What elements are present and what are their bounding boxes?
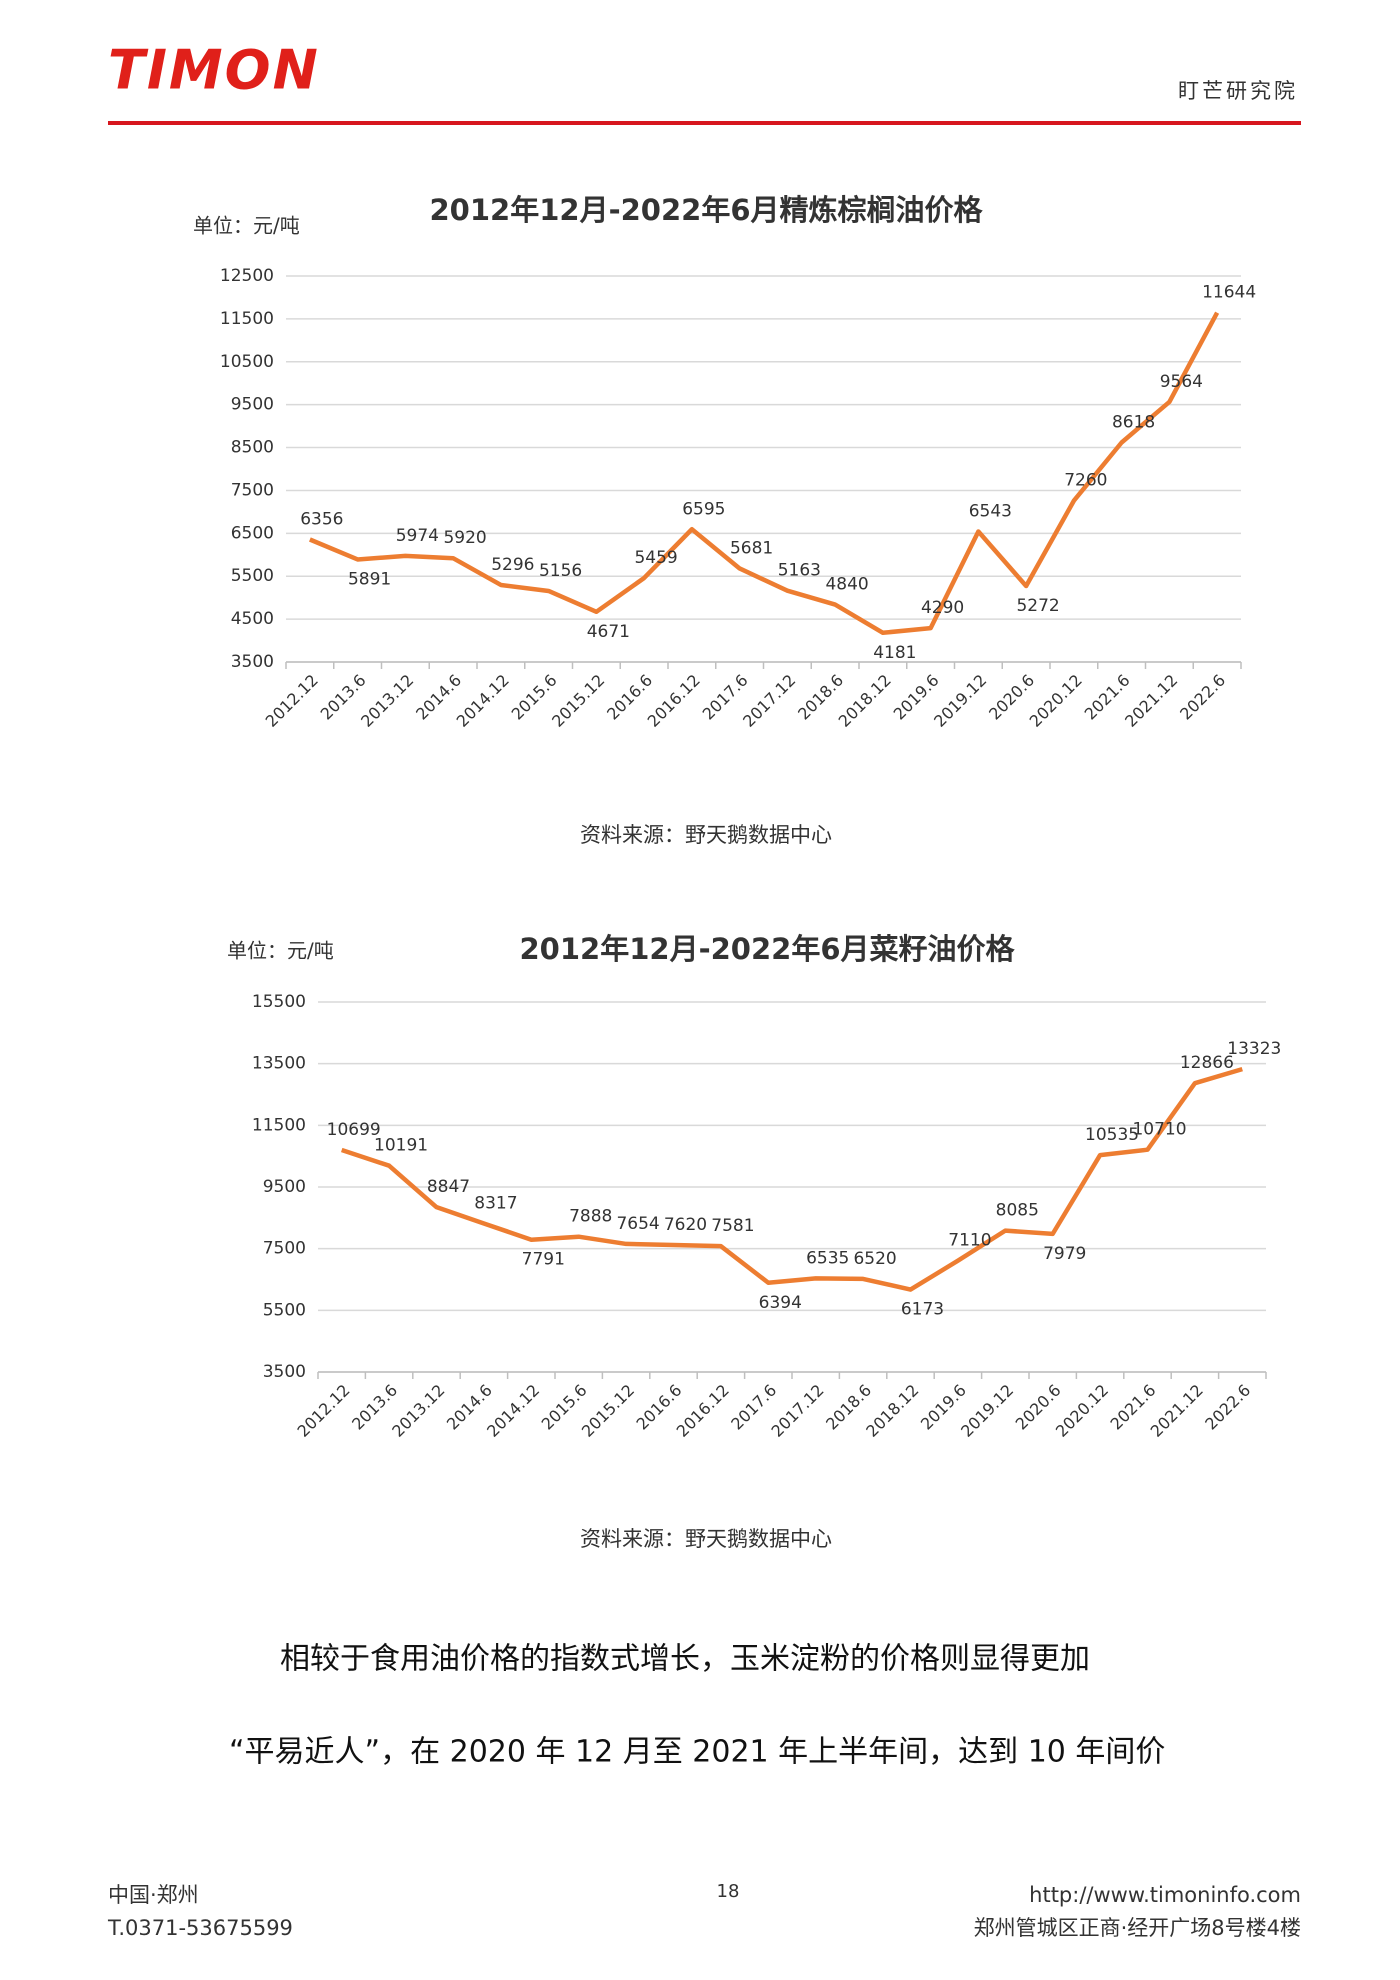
data-label: 5891	[348, 569, 391, 589]
y-tick-label: 11500	[220, 309, 274, 329]
data-label: 7110	[948, 1231, 991, 1251]
data-label: 6356	[300, 510, 343, 530]
data-label: 11644	[1202, 283, 1256, 303]
data-label: 4840	[825, 575, 868, 595]
data-label: 5272	[1016, 596, 1059, 616]
data-label: 10535	[1085, 1125, 1139, 1145]
data-label: 12866	[1180, 1053, 1234, 1073]
data-label: 8847	[427, 1177, 470, 1197]
x-tick-label: 2022.6	[1201, 1381, 1254, 1434]
data-label: 6535	[806, 1248, 849, 1268]
x-tick-label: 2012.12	[293, 1381, 353, 1441]
x-tick-label: 2014.12	[483, 1381, 543, 1441]
x-tick-label: 2016.12	[644, 671, 704, 731]
y-tick-label: 5500	[263, 1300, 306, 1320]
source-note: 资料来源：野天鹅数据中心	[580, 823, 832, 847]
data-label: 5974	[396, 526, 439, 546]
x-tick-label: 2017.12	[767, 1381, 827, 1441]
chart-title: 2012年12月-2022年6月菜籽油价格	[520, 932, 1016, 966]
y-tick-label: 10500	[220, 352, 274, 372]
y-tick-label: 3500	[263, 1362, 306, 1382]
data-label: 4290	[921, 598, 964, 618]
header-rule	[108, 121, 1301, 125]
x-tick-label: 2015.12	[548, 671, 608, 731]
source-note: 资料来源：野天鹅数据中心	[580, 1527, 832, 1551]
footer-address: 郑州管城区正商·经开广场8号楼4楼	[974, 1916, 1301, 1940]
unit-label: 单位：元/吨	[227, 939, 334, 963]
data-label: 13323	[1227, 1039, 1281, 1059]
data-label: 7654	[616, 1214, 659, 1234]
data-label: 6543	[969, 501, 1012, 521]
data-label: 8618	[1112, 412, 1155, 432]
x-tick-label: 2019.12	[930, 671, 990, 731]
x-tick-label: 2016.12	[673, 1381, 733, 1441]
y-tick-label: 6500	[231, 523, 274, 543]
data-label: 6595	[682, 499, 725, 519]
y-tick-label: 5500	[231, 566, 274, 586]
data-label: 6520	[853, 1249, 896, 1269]
y-tick-label: 7500	[231, 480, 274, 500]
y-tick-label: 15500	[252, 992, 306, 1012]
data-label: 7620	[664, 1215, 707, 1235]
unit-label: 单位：元/吨	[193, 214, 300, 238]
data-label: 7979	[1043, 1244, 1086, 1264]
y-tick-label: 7500	[263, 1239, 306, 1259]
x-tick-label: 2015.12	[578, 1381, 638, 1441]
data-label: 6173	[901, 1300, 944, 1320]
footer-city: 中国·郑州	[108, 1883, 199, 1907]
y-tick-label: 3500	[231, 652, 274, 672]
y-tick-label: 4500	[231, 609, 274, 629]
price-line	[340, 1066, 1243, 1292]
footer-url: http://www.timoninfo.com	[1029, 1883, 1301, 1907]
x-tick-label: 2014.12	[453, 671, 513, 731]
x-tick-label: 2012.12	[262, 671, 322, 731]
data-label: 4181	[873, 643, 916, 663]
logo: TIMON	[108, 39, 320, 102]
x-tick-label: 2013.12	[357, 671, 417, 731]
y-tick-label: 12500	[220, 266, 274, 286]
x-tick-label: 2022.6	[1176, 671, 1229, 724]
price-line	[309, 311, 1220, 636]
data-label: 5681	[730, 538, 773, 558]
x-tick-label: 2021.12	[1121, 671, 1181, 731]
data-label: 5163	[778, 561, 821, 581]
data-label: 8317	[474, 1193, 517, 1213]
data-label: 10699	[327, 1120, 381, 1140]
x-tick-label: 2018.12	[835, 671, 895, 731]
y-tick-label: 9500	[231, 395, 274, 415]
x-tick-label: 2021.12	[1147, 1381, 1207, 1441]
institute: 盯芒研究院	[1178, 79, 1298, 103]
data-label: 7581	[711, 1216, 754, 1236]
y-tick-label: 13500	[252, 1054, 306, 1074]
x-tick-label: 2020.12	[1026, 671, 1086, 731]
data-label: 7260	[1064, 471, 1107, 491]
data-label: 7888	[569, 1207, 612, 1227]
data-label: 5156	[539, 561, 582, 581]
data-label: 5296	[491, 555, 534, 575]
data-label: 8085	[996, 1201, 1039, 1221]
data-label: 10710	[1132, 1120, 1186, 1140]
x-tick-label: 2018.12	[862, 1381, 922, 1441]
data-label: 7791	[522, 1250, 565, 1270]
data-label: 6394	[759, 1293, 802, 1313]
data-label: 5920	[443, 528, 486, 548]
x-tick-label: 2013.12	[388, 1381, 448, 1441]
chart-title: 2012年12月-2022年6月精炼棕榈油价格	[430, 193, 984, 227]
x-tick-label: 2017.12	[739, 671, 799, 731]
page-number: 18	[717, 1881, 740, 1902]
footer-phone: T.0371-53675599	[107, 1916, 293, 1940]
data-label: 9564	[1160, 372, 1203, 392]
data-label: 10191	[374, 1136, 428, 1156]
y-tick-label: 8500	[231, 438, 274, 458]
x-tick-label: 2019.12	[957, 1381, 1017, 1441]
y-tick-label: 11500	[252, 1115, 306, 1135]
body-line: “平易近人”，在 2020 年 12 月至 2021 年上半年间，达到 10 年…	[229, 1735, 1165, 1770]
y-tick-label: 9500	[263, 1177, 306, 1197]
data-label: 5459	[634, 548, 677, 568]
x-tick-label: 2020.12	[1052, 1381, 1112, 1441]
body-line: 相较于食用油价格的指数式增长，玉米淀粉的价格则显得更加	[280, 1642, 1090, 1677]
data-label: 4671	[587, 622, 630, 642]
